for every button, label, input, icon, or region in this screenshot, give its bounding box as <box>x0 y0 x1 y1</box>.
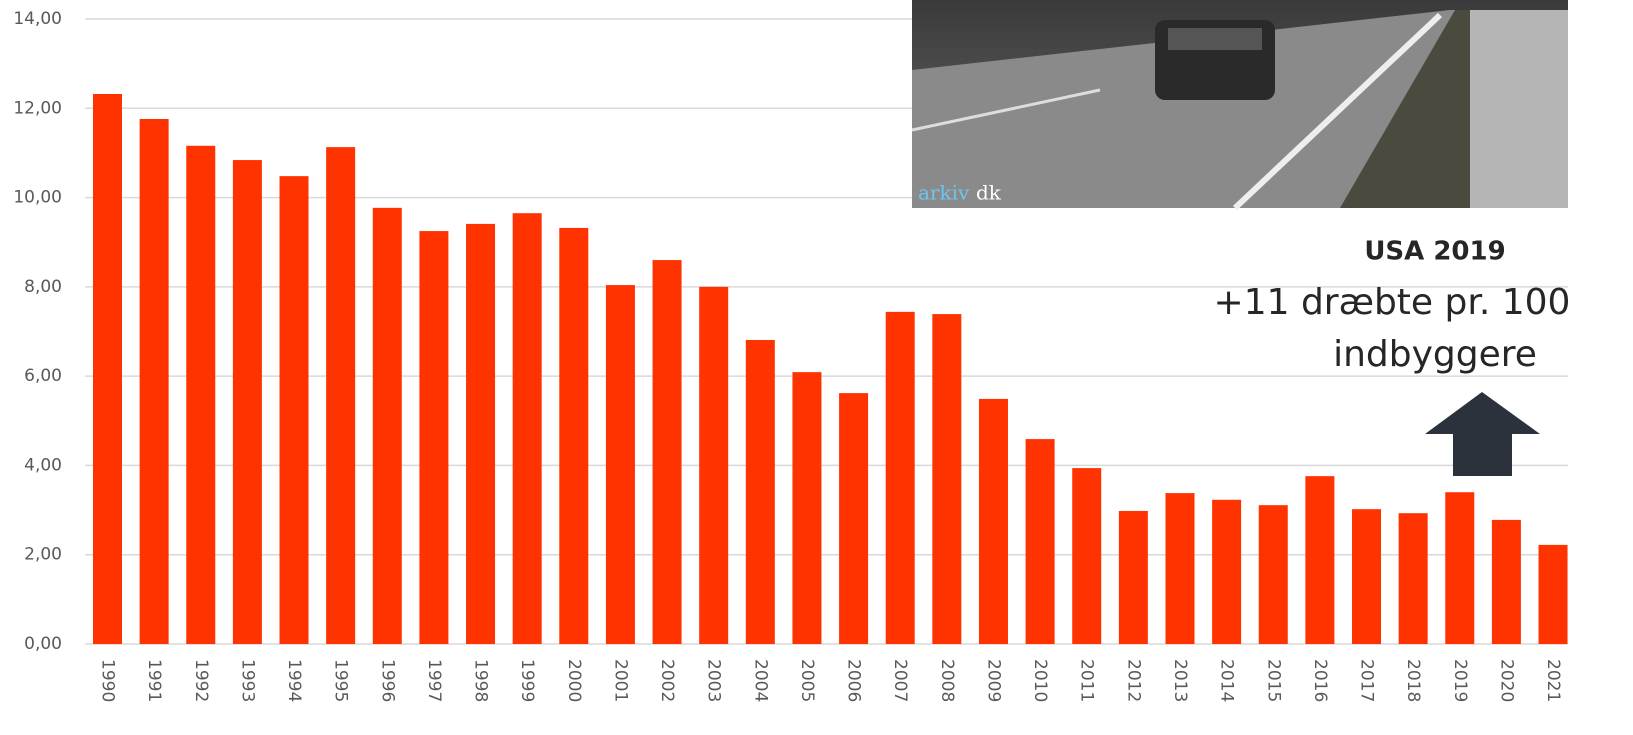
bar <box>280 176 309 644</box>
x-tick-label: 1997 <box>424 659 444 702</box>
car-window <box>1168 28 1262 50</box>
bar <box>513 213 542 644</box>
x-tick-label: 1996 <box>377 659 397 702</box>
bar <box>140 119 169 644</box>
x-tick-label: 2016 <box>1310 659 1330 702</box>
x-tick-label: 2012 <box>1123 659 1143 702</box>
photo-credit: dk <box>976 181 1002 205</box>
y-tick-label: 2,00 <box>24 545 62 565</box>
path <box>1470 10 1568 208</box>
bar <box>1165 493 1194 644</box>
x-tick-label: 1990 <box>98 659 118 702</box>
bar <box>93 94 122 644</box>
bar <box>886 312 915 644</box>
x-tick-label: 2020 <box>1496 659 1516 702</box>
x-tick-label: 2017 <box>1357 659 1377 702</box>
bar <box>746 340 775 644</box>
x-tick-label: 2005 <box>797 659 817 702</box>
x-tick-label: 2004 <box>750 659 770 702</box>
x-tick-label: 2002 <box>657 659 677 702</box>
bar <box>1305 476 1334 644</box>
x-tick-label: 2015 <box>1263 659 1283 702</box>
y-tick-label: 12,00 <box>13 98 62 118</box>
x-tick-label: 2018 <box>1403 659 1423 702</box>
bar <box>559 228 588 644</box>
x-tick-label: 2010 <box>1030 659 1050 702</box>
y-tick-label: 4,00 <box>24 455 62 475</box>
bar <box>466 224 495 644</box>
x-tick-label: 2006 <box>844 659 864 702</box>
bar <box>606 285 635 644</box>
x-tick-label: 1993 <box>237 659 257 702</box>
bar <box>1259 505 1288 644</box>
y-tick-label: 6,00 <box>24 366 62 386</box>
photo-credit: arkiv <box>918 181 970 205</box>
bar <box>326 147 355 644</box>
x-tick-label: 1991 <box>144 659 164 702</box>
x-tick-label: 1995 <box>331 659 351 702</box>
bar <box>1492 520 1521 644</box>
x-tick-label: 1998 <box>471 659 491 702</box>
bar <box>1445 492 1474 644</box>
bar <box>792 372 821 644</box>
y-tick-label: 14,00 <box>13 9 62 29</box>
x-tick-label: 2001 <box>610 659 630 702</box>
annotation-text: indbyggere <box>1333 334 1537 375</box>
bar <box>653 260 682 644</box>
bar <box>979 399 1008 644</box>
x-tick-label: 2013 <box>1170 659 1190 702</box>
x-tick-label: 2008 <box>937 659 957 702</box>
x-tick-label: 2014 <box>1217 659 1237 702</box>
x-tick-label: 2003 <box>704 659 724 702</box>
bar <box>186 146 215 644</box>
y-tick-label: 10,00 <box>13 188 62 208</box>
bar <box>1399 513 1428 644</box>
photo: arkiv dk <box>912 0 1568 208</box>
arrow <box>1425 392 1540 476</box>
x-tick-label: 1992 <box>191 659 211 702</box>
bar <box>419 231 448 644</box>
x-tick-label: 2021 <box>1543 659 1563 702</box>
bar <box>932 314 961 644</box>
y-tick-label: 8,00 <box>24 277 62 297</box>
bar <box>1072 468 1101 644</box>
bar <box>839 393 868 644</box>
x-tick-label: 2009 <box>983 659 1003 702</box>
bar <box>699 287 728 644</box>
bar <box>1212 500 1241 644</box>
bar <box>233 160 262 644</box>
chart: 1990 1991 1992 1993 1994 1995 1996 1997 1998 1999… <box>0 0 1633 735</box>
bar <box>1539 545 1568 644</box>
x-tick-label: 2000 <box>564 659 584 702</box>
x-tick-label: 2011 <box>1077 659 1097 702</box>
x-tick-label: 2007 <box>890 659 910 702</box>
bar <box>373 208 402 644</box>
x-tick-label: 2019 <box>1450 659 1470 702</box>
x-tick-label: 1994 <box>284 659 304 702</box>
annotation-text: +11 dræbte pr. 100 <box>1214 282 1571 323</box>
bar <box>1026 439 1055 644</box>
annotation-heading: USA 2019 <box>1364 237 1505 267</box>
bar <box>1119 511 1148 644</box>
y-tick-label: 0,00 <box>24 634 62 654</box>
annotation: USA 2019 +11 dræbte pr. 100 indbyggere <box>1214 237 1571 477</box>
x-tick-label: 1999 <box>517 659 537 702</box>
bar <box>1352 509 1381 644</box>
